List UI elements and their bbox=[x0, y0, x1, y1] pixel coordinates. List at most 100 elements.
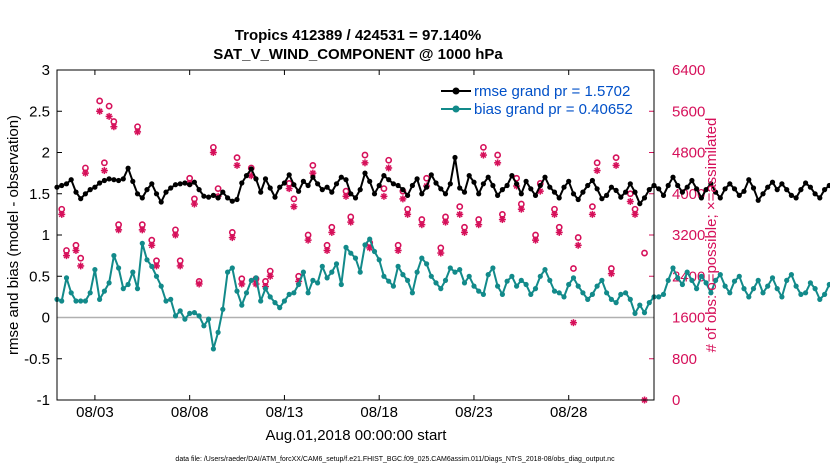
obs-assimilated-point bbox=[532, 236, 540, 244]
rmse-point bbox=[201, 193, 207, 199]
rmse-point bbox=[580, 189, 586, 195]
rmse-point bbox=[419, 191, 425, 197]
rmse-point bbox=[817, 195, 823, 201]
obs-assimilated-point bbox=[361, 159, 369, 167]
series-lines bbox=[54, 154, 830, 352]
rmse-point bbox=[480, 181, 486, 187]
rmse-point bbox=[310, 174, 316, 180]
rmse-point bbox=[82, 191, 88, 197]
bias-point bbox=[623, 290, 629, 296]
rmse-point bbox=[362, 170, 368, 176]
rmse-point bbox=[675, 182, 681, 189]
bias-point bbox=[78, 298, 84, 304]
rmse-point bbox=[641, 195, 648, 201]
bias-point bbox=[248, 277, 254, 283]
obs-assimilated-point bbox=[607, 270, 615, 278]
bias-point bbox=[532, 286, 539, 292]
left-tick-label: -1 bbox=[37, 392, 50, 409]
bias-point bbox=[485, 272, 491, 278]
rmse-point bbox=[187, 182, 193, 188]
bias-point bbox=[267, 294, 273, 300]
right-tick-label: 1600 bbox=[672, 310, 705, 327]
obs-assimilated-point bbox=[238, 280, 246, 288]
left-tick-label: 2 bbox=[42, 145, 50, 162]
bias-point bbox=[229, 265, 235, 271]
bias-point bbox=[357, 269, 363, 275]
rmse-point bbox=[518, 191, 524, 197]
bias-point bbox=[130, 269, 136, 275]
obs-possible-point bbox=[361, 151, 369, 159]
rmse-point bbox=[708, 181, 714, 187]
bias-point bbox=[694, 286, 700, 292]
obs-possible-point bbox=[589, 203, 596, 211]
bias-point bbox=[566, 281, 572, 288]
rmse-point bbox=[461, 189, 468, 195]
rmse-point bbox=[490, 182, 496, 189]
bias-point bbox=[63, 275, 70, 281]
rmse-point bbox=[504, 182, 510, 189]
rmse-point bbox=[272, 194, 278, 200]
obs-possible-point bbox=[214, 185, 222, 192]
obs-possible-point bbox=[380, 185, 388, 192]
bias-point bbox=[182, 316, 188, 322]
bias-point bbox=[163, 298, 169, 304]
bias-point bbox=[210, 346, 216, 352]
obs-possible-point bbox=[309, 161, 317, 169]
rmse-point bbox=[793, 195, 799, 201]
bias-point bbox=[561, 294, 567, 300]
rmse-point bbox=[291, 182, 297, 188]
obs-assimilated-point bbox=[404, 210, 412, 218]
rmse-point bbox=[442, 191, 449, 197]
obs-assimilated-point bbox=[77, 262, 85, 270]
bias-point bbox=[215, 329, 221, 335]
bias-point bbox=[438, 286, 444, 292]
obs-assimilated-point bbox=[100, 167, 108, 175]
obs-assimilated-point bbox=[494, 159, 502, 167]
rmse-point bbox=[338, 174, 344, 180]
rmse-point bbox=[414, 176, 420, 182]
rmse-point bbox=[466, 173, 472, 179]
rmse-point bbox=[229, 198, 235, 204]
bias-point bbox=[428, 273, 434, 279]
bias-point bbox=[206, 316, 212, 322]
bias-point bbox=[452, 269, 458, 275]
rmse-point bbox=[476, 191, 482, 197]
rmse-point bbox=[784, 187, 790, 193]
obs-assimilated-point bbox=[569, 319, 577, 327]
bias-point bbox=[518, 277, 524, 283]
rmse-point bbox=[689, 177, 695, 184]
rmse-point bbox=[717, 195, 723, 201]
rmse-point bbox=[139, 195, 145, 201]
rmse-point bbox=[509, 173, 515, 179]
bias-point bbox=[471, 283, 477, 289]
bias-point bbox=[466, 273, 472, 279]
left-tick-label: -0.5 bbox=[24, 351, 50, 368]
rmse-point bbox=[225, 195, 231, 201]
bias-point bbox=[660, 291, 667, 297]
bias-point bbox=[139, 240, 145, 246]
bias-point bbox=[580, 290, 586, 296]
rmse-point bbox=[495, 192, 501, 198]
bias-point bbox=[822, 291, 828, 297]
rmse-point bbox=[286, 172, 292, 178]
bias-point bbox=[746, 294, 752, 300]
obs-assimilated-point bbox=[285, 185, 293, 193]
rmse-point bbox=[765, 184, 771, 190]
obs-assimilated-point bbox=[96, 107, 104, 115]
obs-assimilated-point bbox=[233, 161, 241, 169]
rmse-point bbox=[315, 181, 321, 187]
obs-possible-point bbox=[100, 159, 108, 167]
bias-point bbox=[419, 255, 425, 261]
rmse-point bbox=[665, 182, 671, 189]
bias-point bbox=[447, 265, 453, 271]
rmse-point bbox=[575, 196, 581, 203]
bias-point bbox=[698, 273, 705, 279]
bias-point bbox=[708, 290, 714, 296]
obs-assimilated-point bbox=[309, 169, 317, 177]
obs-possible-point bbox=[290, 195, 298, 203]
obs-assimilated-point bbox=[380, 192, 388, 200]
bias-point bbox=[627, 296, 633, 302]
bias-point bbox=[149, 263, 155, 269]
